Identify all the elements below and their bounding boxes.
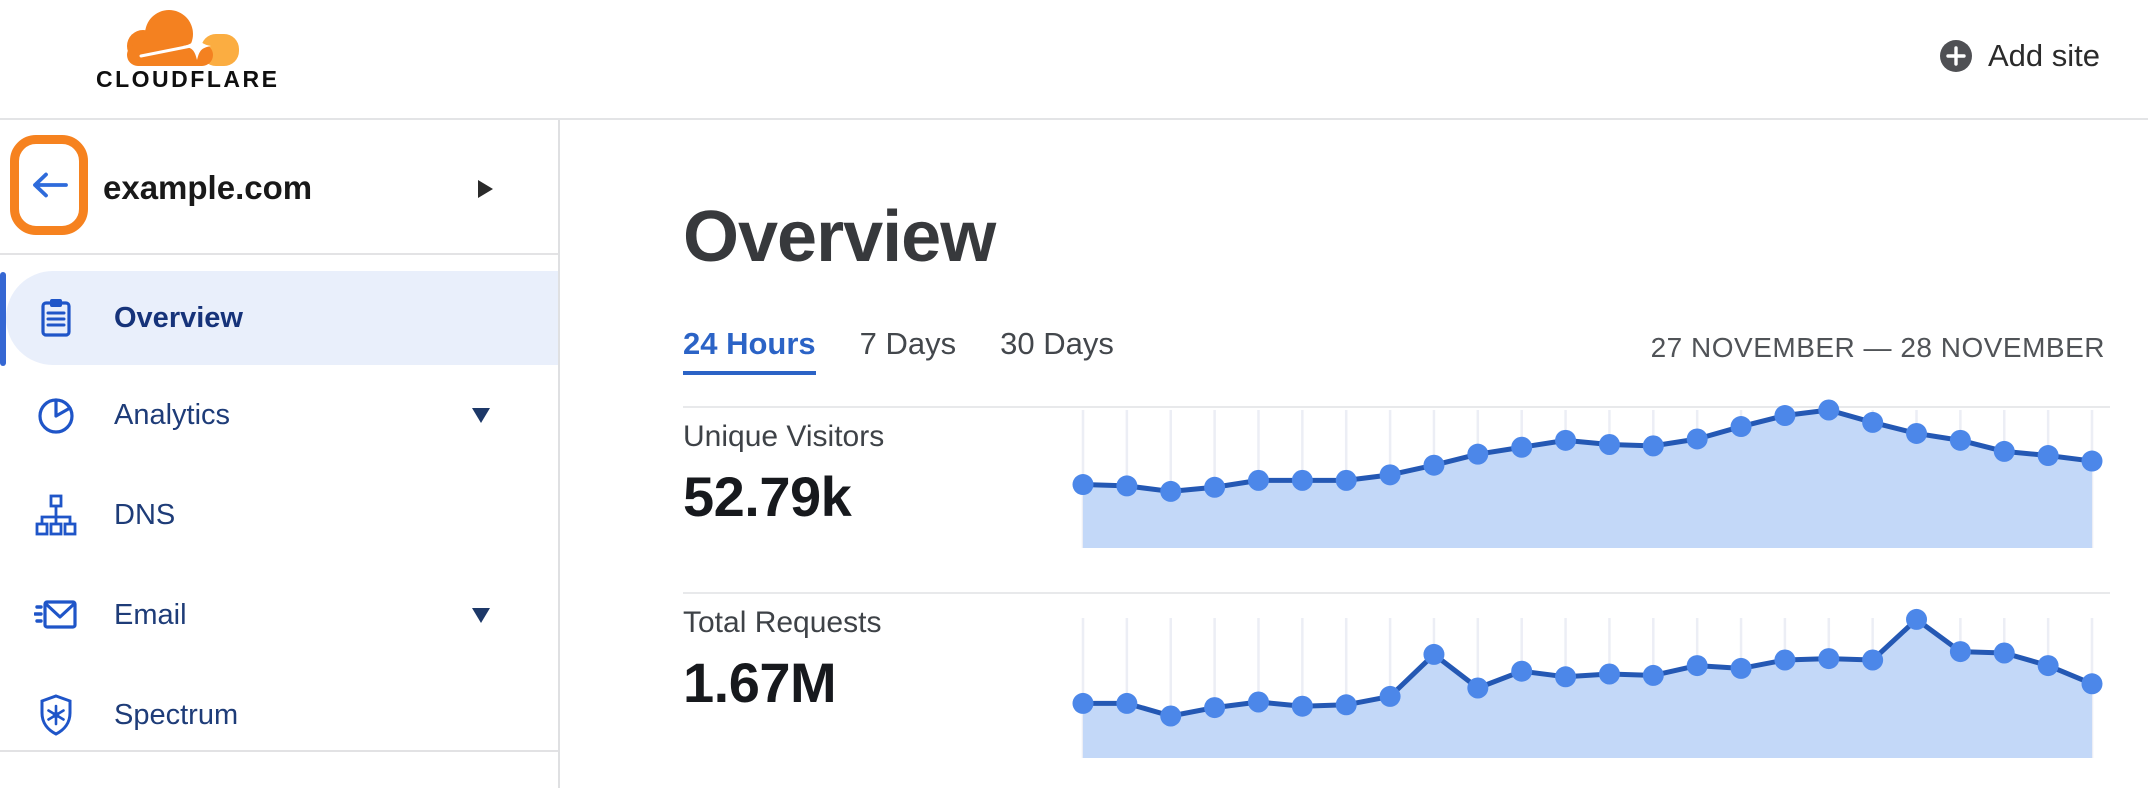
divider bbox=[683, 592, 2110, 594]
sidebar-divider bbox=[0, 750, 558, 752]
sidebar: example.com Overview Analytics bbox=[0, 120, 560, 788]
sidebar-item-label: DNS bbox=[114, 498, 176, 531]
tab-7-days[interactable]: 7 Days bbox=[859, 326, 957, 361]
selected-item-accent bbox=[0, 272, 6, 366]
domain-header: example.com bbox=[0, 120, 558, 255]
chevron-down-icon[interactable] bbox=[472, 407, 490, 423]
envelope-icon bbox=[34, 600, 77, 629]
plus-circle-icon bbox=[1939, 40, 1972, 72]
sidebar-nav: Overview Analytics DNS bbox=[0, 255, 558, 765]
back-arrow-icon[interactable] bbox=[28, 171, 70, 199]
total-requests-chart[interactable] bbox=[1072, 606, 2103, 760]
cloudflare-cloud-icon bbox=[127, 10, 239, 66]
divider bbox=[683, 406, 2110, 408]
sidebar-item-overview[interactable]: Overview bbox=[6, 271, 558, 365]
chevron-down-icon[interactable] bbox=[472, 607, 490, 623]
sidebar-item-label: Analytics bbox=[114, 398, 231, 431]
add-site-button[interactable]: Add site bbox=[1939, 38, 2100, 74]
sidebar-item-label: Overview bbox=[114, 301, 243, 334]
tab-24-hours[interactable]: 24 Hours bbox=[683, 326, 816, 375]
metric-label: Total Requests bbox=[683, 606, 882, 639]
page-title: Overview bbox=[683, 197, 996, 277]
metric-label: Unique Visitors bbox=[683, 420, 885, 453]
top-header: CLOUDFLARE Add site bbox=[0, 0, 2148, 120]
sidebar-item-analytics[interactable]: Analytics bbox=[0, 365, 558, 465]
unique-visitors-chart[interactable] bbox=[1072, 398, 2103, 550]
back-button-highlight bbox=[10, 135, 88, 235]
domain-name[interactable]: example.com bbox=[103, 168, 313, 206]
logo-wordmark: CLOUDFLARE bbox=[96, 66, 280, 92]
shield-icon bbox=[40, 694, 72, 736]
sidebar-item-label: Spectrum bbox=[114, 698, 239, 731]
sitemap-icon bbox=[35, 494, 77, 536]
date-range-label: 27 NOVEMBER — 28 NOVEMBER bbox=[1650, 332, 2105, 363]
pie-chart-icon bbox=[38, 398, 74, 434]
metric-total-requests: Total Requests 1.67M bbox=[683, 606, 1063, 715]
time-range-tabs: 24 Hours 7 Days 30 Days bbox=[683, 326, 1114, 375]
main-content: Overview 24 Hours 7 Days 30 Days 27 NOVE… bbox=[562, 120, 2148, 788]
metric-value: 1.67M bbox=[683, 651, 837, 714]
sidebar-item-dns[interactable]: DNS bbox=[0, 465, 558, 565]
clipboard-icon bbox=[41, 299, 71, 337]
metric-value: 52.79k bbox=[683, 465, 852, 528]
cloudflare-logo[interactable]: CLOUDFLARE bbox=[96, 6, 280, 93]
sidebar-item-label: Email bbox=[114, 598, 187, 631]
metric-unique-visitors: Unique Visitors 52.79k bbox=[683, 420, 1063, 529]
tab-30-days[interactable]: 30 Days bbox=[1000, 326, 1114, 361]
add-site-label: Add site bbox=[1987, 38, 2100, 73]
expand-domain-caret-icon[interactable] bbox=[478, 180, 493, 198]
sidebar-item-email[interactable]: Email bbox=[0, 565, 558, 665]
sidebar-item-spectrum[interactable]: Spectrum bbox=[0, 665, 558, 765]
